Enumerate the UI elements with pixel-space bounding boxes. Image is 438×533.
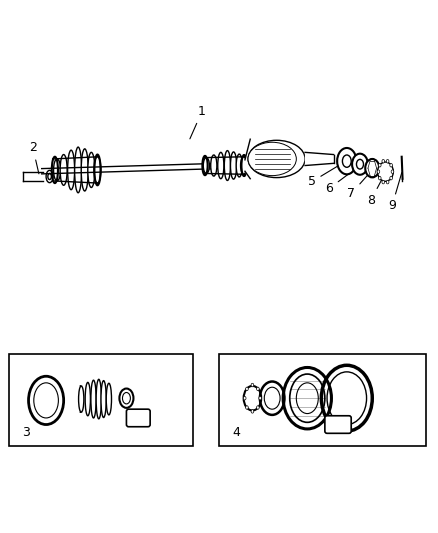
- Text: 1: 1: [190, 105, 205, 139]
- Ellipse shape: [389, 164, 392, 167]
- Ellipse shape: [356, 159, 363, 169]
- Ellipse shape: [85, 382, 90, 416]
- Ellipse shape: [245, 406, 248, 409]
- Ellipse shape: [376, 170, 379, 173]
- Ellipse shape: [336, 148, 356, 174]
- FancyBboxPatch shape: [126, 409, 150, 427]
- Ellipse shape: [203, 158, 209, 173]
- Ellipse shape: [385, 159, 388, 163]
- Ellipse shape: [101, 381, 106, 417]
- Ellipse shape: [247, 140, 304, 177]
- Ellipse shape: [67, 150, 74, 190]
- Ellipse shape: [251, 383, 253, 387]
- Ellipse shape: [243, 397, 245, 400]
- Text: 3: 3: [22, 425, 30, 439]
- Ellipse shape: [74, 147, 81, 193]
- Ellipse shape: [81, 149, 88, 191]
- Ellipse shape: [378, 164, 380, 167]
- Ellipse shape: [245, 387, 248, 391]
- Ellipse shape: [60, 155, 67, 185]
- Ellipse shape: [230, 152, 236, 179]
- Ellipse shape: [258, 397, 261, 400]
- Ellipse shape: [91, 380, 96, 418]
- Ellipse shape: [224, 151, 230, 181]
- Ellipse shape: [381, 180, 384, 184]
- Ellipse shape: [217, 152, 223, 179]
- Text: 8: 8: [366, 175, 383, 207]
- Ellipse shape: [342, 155, 350, 167]
- Ellipse shape: [210, 155, 216, 176]
- Ellipse shape: [53, 159, 60, 181]
- Bar: [9, 354, 193, 447]
- Ellipse shape: [240, 157, 246, 174]
- Ellipse shape: [377, 162, 392, 181]
- Ellipse shape: [256, 406, 258, 409]
- Ellipse shape: [364, 159, 378, 177]
- Text: 4: 4: [232, 425, 240, 439]
- Ellipse shape: [106, 383, 111, 415]
- Ellipse shape: [48, 173, 51, 180]
- Bar: [219, 354, 425, 447]
- Ellipse shape: [381, 159, 384, 163]
- Ellipse shape: [251, 410, 253, 413]
- Ellipse shape: [378, 176, 380, 180]
- Ellipse shape: [389, 176, 392, 180]
- Ellipse shape: [247, 142, 296, 176]
- Ellipse shape: [46, 171, 53, 183]
- Ellipse shape: [256, 387, 258, 391]
- Ellipse shape: [351, 154, 367, 175]
- Ellipse shape: [78, 386, 84, 412]
- FancyBboxPatch shape: [324, 416, 350, 433]
- Ellipse shape: [94, 157, 101, 183]
- Ellipse shape: [96, 379, 101, 419]
- Text: 9: 9: [387, 173, 401, 213]
- Ellipse shape: [236, 154, 242, 177]
- Text: 2: 2: [29, 141, 39, 174]
- Ellipse shape: [88, 152, 95, 188]
- Text: 7: 7: [346, 172, 370, 200]
- Text: 6: 6: [325, 167, 357, 195]
- Ellipse shape: [385, 180, 388, 184]
- Ellipse shape: [390, 170, 393, 173]
- Text: 5: 5: [307, 163, 343, 188]
